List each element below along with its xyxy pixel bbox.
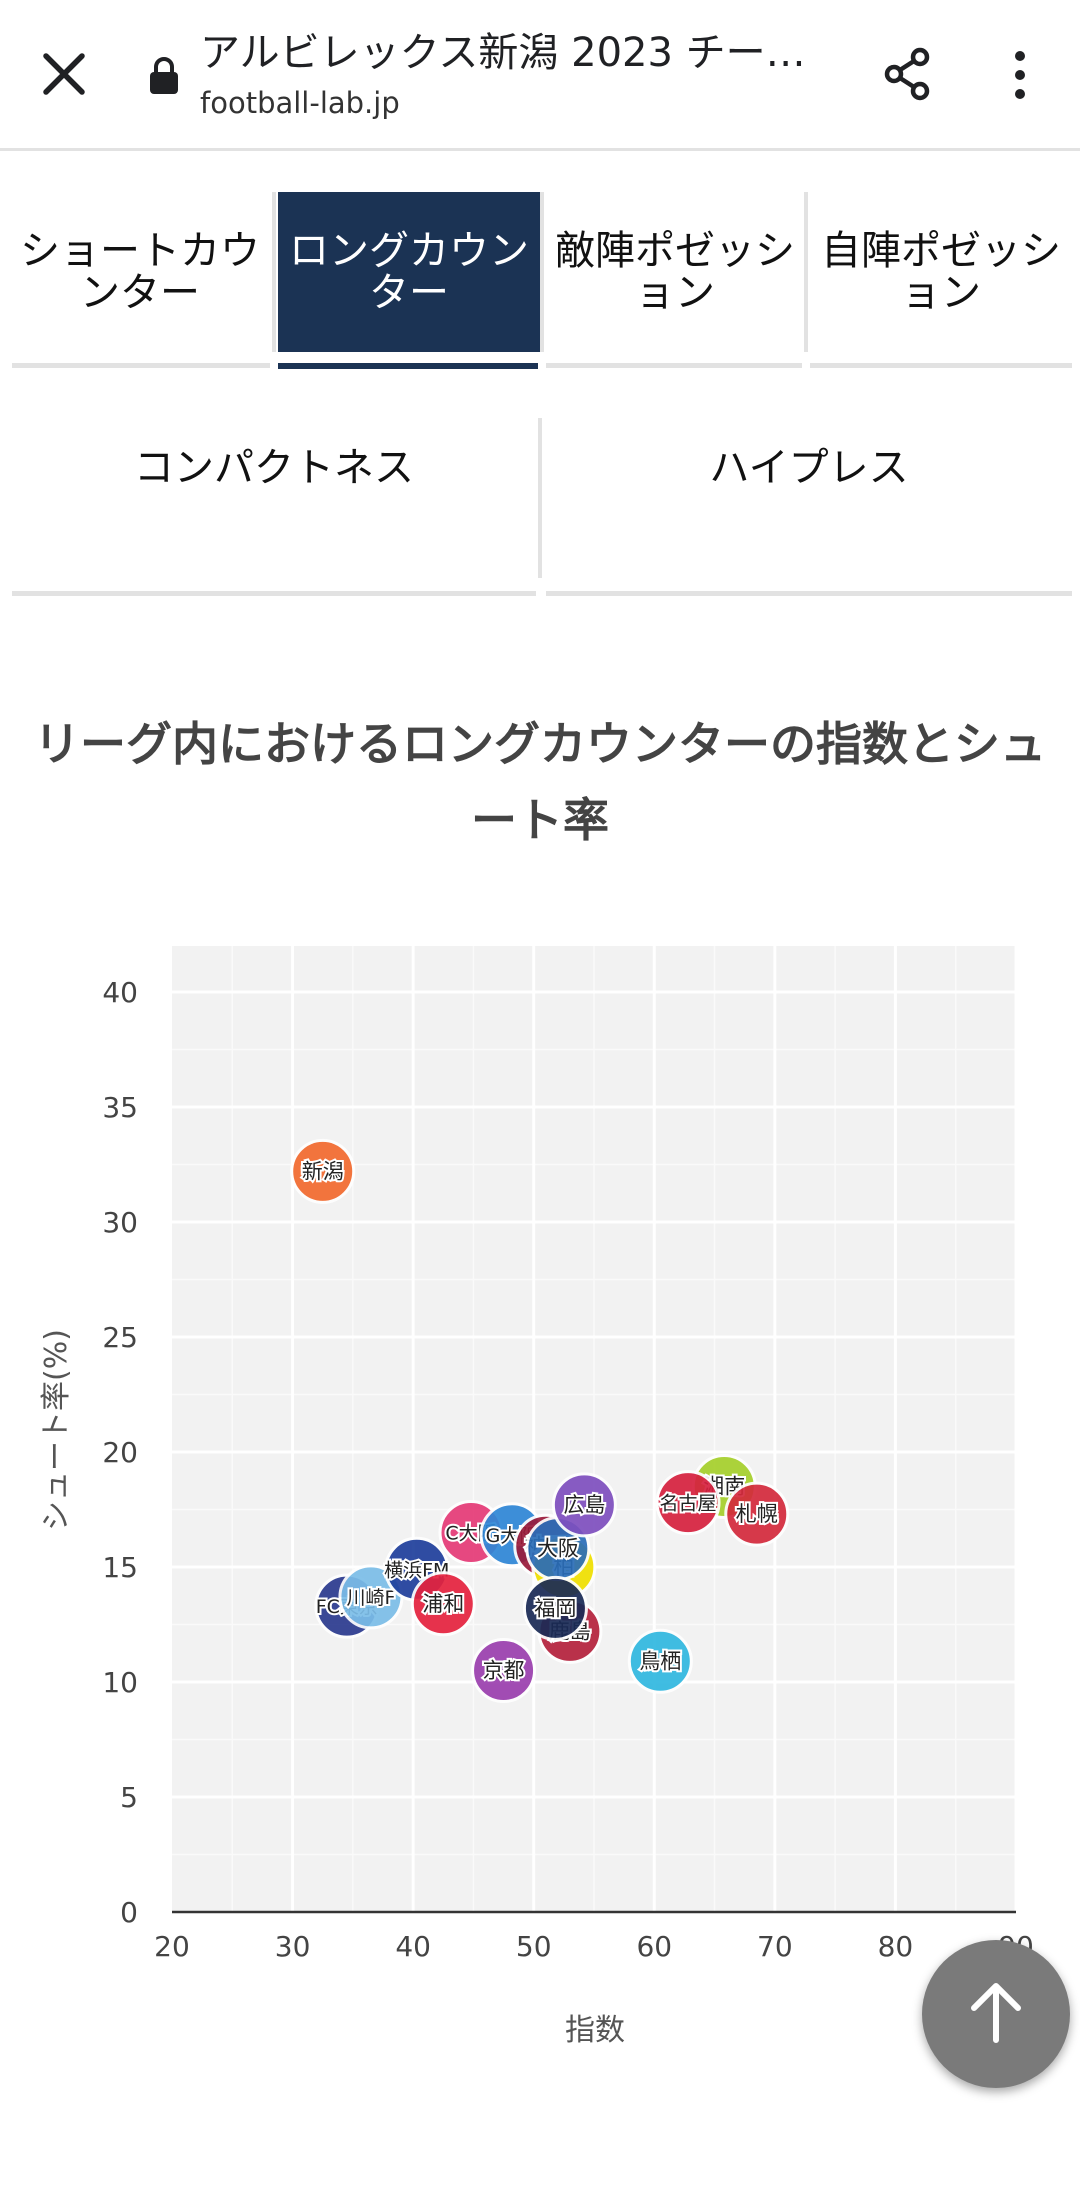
- y-tick-label: 5: [120, 1781, 138, 1814]
- y-tick-label: 35: [102, 1091, 138, 1124]
- data-point: 京都: [471, 1638, 537, 1703]
- x-tick-label: 80: [878, 1930, 914, 1963]
- tab-divider: [538, 418, 542, 578]
- tab-high-press[interactable]: ハイプレス: [546, 418, 1072, 518]
- chart-title: リーグ内におけるロングカウンターの指数とシュート率: [34, 717, 1046, 847]
- tab-label: ハイプレス: [709, 445, 909, 491]
- data-point-label: 名古屋: [660, 1493, 717, 1515]
- data-point-label: 札幌: [736, 1502, 778, 1526]
- scatter-chart: 20304050607080900510152025303540 新潟FC東京川…: [39, 946, 1034, 2048]
- more-options-icon[interactable]: [1002, 48, 1038, 102]
- y-tick-label: 10: [102, 1666, 138, 1699]
- tab-short-counter[interactable]: ショートカウ ンター: [8, 192, 272, 352]
- tab-label-line1: 自陣ポゼッシ: [821, 228, 1061, 274]
- data-point-marker: [522, 1575, 588, 1641]
- tab-label-line1: 敵陣ポゼッシ: [555, 228, 795, 274]
- x-tick-label: 40: [395, 1930, 431, 1963]
- data-point-marker: [290, 1138, 356, 1204]
- y-tick-label: 30: [102, 1206, 138, 1239]
- data-point-label: 広島: [563, 1493, 605, 1517]
- tab-underline: [546, 363, 802, 368]
- data-point: 福岡: [522, 1575, 588, 1641]
- page-url[interactable]: football-lab.jp: [200, 86, 400, 120]
- data-point-marker: [724, 1481, 790, 1547]
- y-tick-label: 25: [102, 1321, 138, 1354]
- tab-long-counter[interactable]: ロングカウン ター: [278, 192, 540, 352]
- x-tick-label: 20: [154, 1930, 190, 1963]
- tab-compactness[interactable]: コンパクトネス: [12, 418, 536, 518]
- data-point-label: 大阪: [537, 1537, 579, 1561]
- data-point-label: 福岡: [534, 1596, 576, 1620]
- page-title: アルビレックス新潟 2023 チー…: [200, 30, 806, 76]
- y-tick-label: 40: [102, 976, 138, 1009]
- tab-divider: [804, 192, 808, 352]
- data-point: 札幌: [724, 1481, 790, 1547]
- data-point-marker: [471, 1638, 537, 1703]
- tab-label-line2: ンター: [80, 270, 200, 316]
- tab-underline: [810, 363, 1072, 368]
- data-point-label: 川崎F: [346, 1587, 395, 1609]
- data-point-marker: [410, 1571, 476, 1637]
- tab-label-line2: ター: [369, 270, 449, 316]
- data-point: 川崎F: [338, 1564, 404, 1630]
- data-point-marker: [627, 1628, 693, 1694]
- data-point: 名古屋: [655, 1470, 721, 1536]
- data-point-marker: [655, 1470, 721, 1536]
- y-axis-label: シュート率(%): [39, 1329, 74, 1531]
- close-icon[interactable]: [38, 48, 90, 100]
- y-tick-label: 0: [120, 1896, 138, 1929]
- data-point: 新潟: [290, 1138, 356, 1204]
- tab-divider: [272, 192, 276, 352]
- data-point-marker: [551, 1472, 617, 1538]
- tab-underline: [12, 591, 536, 596]
- arrow-up-icon: [971, 1983, 1021, 2043]
- data-point-label: 京都: [483, 1659, 525, 1683]
- data-point: 浦和: [410, 1571, 476, 1637]
- x-tick-label: 30: [275, 1930, 311, 1963]
- tab-label-line2: ョン: [635, 270, 715, 316]
- tab-label: コンパクトネス: [134, 445, 414, 491]
- data-point-label: 鳥栖: [639, 1649, 681, 1673]
- data-point-label: 浦和: [422, 1592, 464, 1616]
- data-point-label: 新潟: [302, 1159, 344, 1183]
- tab-label-line1: ショートカウ: [20, 228, 260, 274]
- tab-divider: [540, 192, 544, 352]
- lock-icon: [148, 56, 180, 96]
- tab-label-line2: ョン: [901, 270, 981, 316]
- y-tick-label: 15: [102, 1551, 138, 1584]
- data-point: 広島: [551, 1472, 617, 1538]
- tab-underline-active: [278, 363, 538, 369]
- scroll-to-top-button[interactable]: [922, 1940, 1070, 2088]
- x-tick-label: 60: [636, 1930, 672, 1963]
- x-tick-label: 50: [516, 1930, 552, 1963]
- data-point: 鳥栖: [627, 1628, 693, 1694]
- browser-toolbar: アルビレックス新潟 2023 チー… football-lab.jp: [0, 0, 1080, 151]
- tab-underline: [546, 591, 1072, 596]
- x-tick-label: 70: [757, 1930, 793, 1963]
- x-axis-label: 指数: [565, 2013, 625, 2048]
- tab-opponent-possession[interactable]: 敵陣ポゼッシ ョン: [546, 192, 804, 352]
- tab-underline: [12, 363, 270, 368]
- y-tick-label: 20: [102, 1436, 138, 1469]
- tab-own-possession[interactable]: 自陣ポゼッシ ョン: [810, 192, 1072, 352]
- share-icon[interactable]: [880, 46, 936, 102]
- data-point: 大阪: [525, 1516, 591, 1582]
- tab-label-line1: ロングカウン: [289, 228, 529, 274]
